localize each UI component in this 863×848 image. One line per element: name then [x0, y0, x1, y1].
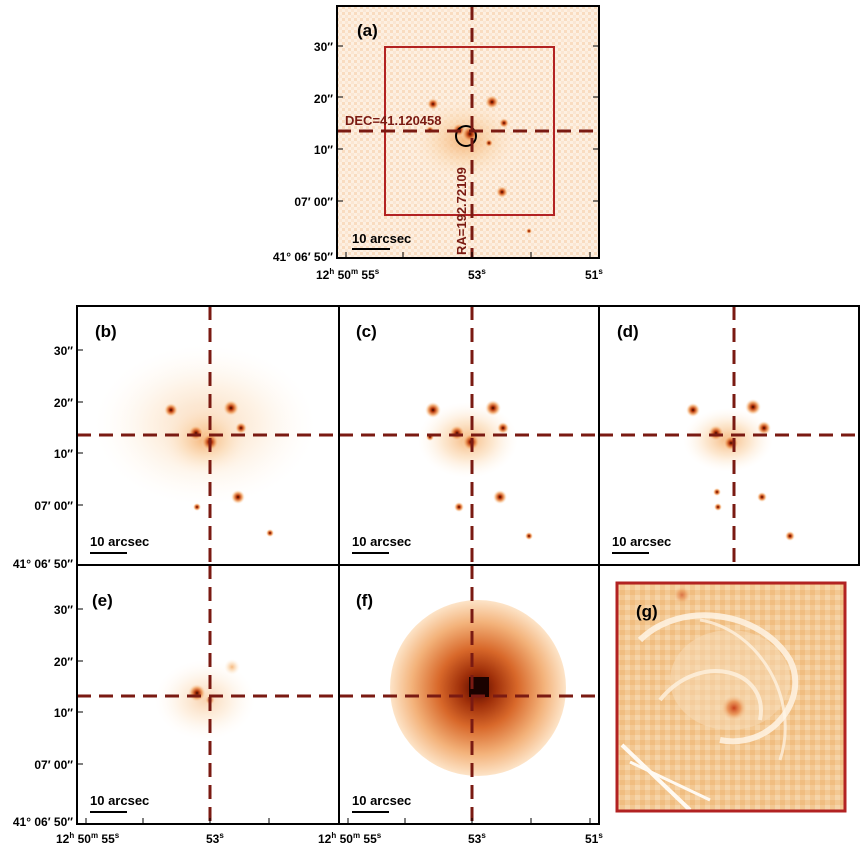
- panel-label: (b): [95, 322, 117, 341]
- source-mark: [485, 95, 499, 109]
- source-mark: [193, 503, 201, 511]
- source-mark: [231, 490, 245, 504]
- source-mark: [686, 403, 700, 417]
- panel-c: (c) 10 arcsec: [338, 305, 600, 566]
- dec-tick-label: 07′ 00″: [294, 195, 333, 209]
- panel-f: (f) 10 arcsec 12h 50m 55s 53s 51s: [318, 564, 603, 846]
- scale-label: 10 arcsec: [90, 793, 149, 808]
- source-mark: [493, 490, 507, 504]
- source-mark: [745, 399, 761, 415]
- scale-label: 10 arcsec: [612, 534, 671, 549]
- dec-marker: DEC=41.120458: [345, 113, 442, 128]
- source-mark: [224, 659, 240, 675]
- source-mark: [454, 502, 464, 512]
- dec-tick-label: 20″: [314, 92, 333, 106]
- panel-label: (f): [356, 591, 373, 610]
- source-mark: [708, 425, 724, 441]
- source-mark: [485, 400, 501, 416]
- source-mark: [757, 421, 771, 435]
- ra-tick-label: 12h 50m 55s: [318, 831, 382, 846]
- ra-tick-label: 12h 50m 55s: [56, 831, 120, 846]
- ra-marker: RA=192.72109: [454, 167, 469, 255]
- panel-d: (d) 10 arcsec: [598, 305, 860, 566]
- dec-tick-label: 30″: [54, 344, 73, 358]
- panel-label: (c): [356, 322, 377, 341]
- source-mark: [497, 422, 509, 434]
- scale-label: 10 arcsec: [352, 534, 411, 549]
- ra-tick-label: 12h 50m 55s: [316, 267, 380, 282]
- panel-a: DEC=41.120458 RA=192.72109 (a) 10 arcsec…: [273, 5, 603, 282]
- scale-label: 10 arcsec: [90, 534, 149, 549]
- source-core: [469, 677, 489, 697]
- panel-label: (g): [636, 602, 658, 621]
- source-mark: [223, 400, 239, 416]
- dec-tick-label: 41° 06′ 50″: [13, 815, 73, 829]
- source-mark: [427, 98, 439, 110]
- source-mark: [425, 402, 441, 418]
- dec-tick-label: 10″: [54, 447, 73, 461]
- tick-marks: [77, 45, 599, 824]
- source-mark: [721, 695, 747, 721]
- source-mark: [713, 488, 721, 496]
- panel-label: (a): [357, 21, 378, 40]
- dec-tick-label: 30″: [314, 40, 333, 54]
- panel-label: (e): [92, 591, 113, 610]
- ra-tick-label: 51s: [585, 831, 603, 846]
- ra-tick-label: 53s: [468, 831, 486, 846]
- source-mark: [496, 186, 508, 198]
- source-mark: [714, 503, 722, 511]
- ra-tick-label: 53s: [468, 267, 486, 282]
- source-mark: [449, 425, 465, 441]
- panel-frame: [598, 305, 860, 566]
- ra-tick-label: 51s: [585, 267, 603, 282]
- dec-tick-label: 41° 06′ 50″: [13, 557, 73, 571]
- dec-tick-label: 10″: [314, 143, 333, 157]
- source-ring: [455, 125, 477, 147]
- source-mark: [164, 403, 178, 417]
- panel-e: (e) 10 arcsec 30″ 20″ 10″ 07′ 00″ 41° 06…: [13, 564, 340, 846]
- source-mark: [525, 532, 533, 540]
- panel-g: (g): [615, 581, 847, 813]
- source-mark: [785, 531, 795, 541]
- panel-frame: [336, 5, 600, 259]
- source-mark: [188, 684, 206, 702]
- source-mark: [188, 425, 204, 441]
- source-mark: [723, 435, 739, 451]
- panel-b: (b) 10 arcsec 30″ 20″ 10″ 07′ 00″ 41° 06…: [13, 305, 340, 571]
- dec-tick-label: 07′ 00″: [34, 499, 73, 513]
- dec-tick-label: 41° 06′ 50″: [273, 250, 333, 264]
- dec-tick-label: 20″: [54, 396, 73, 410]
- source-mark: [526, 228, 532, 234]
- dec-tick-label: 30″: [54, 603, 73, 617]
- source-mark: [235, 422, 247, 434]
- source-mark: [485, 139, 493, 147]
- ra-tick-label: 53s: [206, 831, 224, 846]
- source-mark: [757, 492, 767, 502]
- source-mark: [266, 529, 274, 537]
- dec-tick-label: 20″: [54, 655, 73, 669]
- source-mark: [499, 118, 509, 128]
- dec-tick-label: 10″: [54, 706, 73, 720]
- panel-label: (d): [617, 322, 639, 341]
- panel-frame: [338, 564, 600, 825]
- panel-frame: [615, 581, 847, 813]
- scale-label: 10 arcsec: [352, 231, 411, 246]
- scale-label: 10 arcsec: [352, 793, 411, 808]
- dec-tick-label: 07′ 00″: [34, 758, 73, 772]
